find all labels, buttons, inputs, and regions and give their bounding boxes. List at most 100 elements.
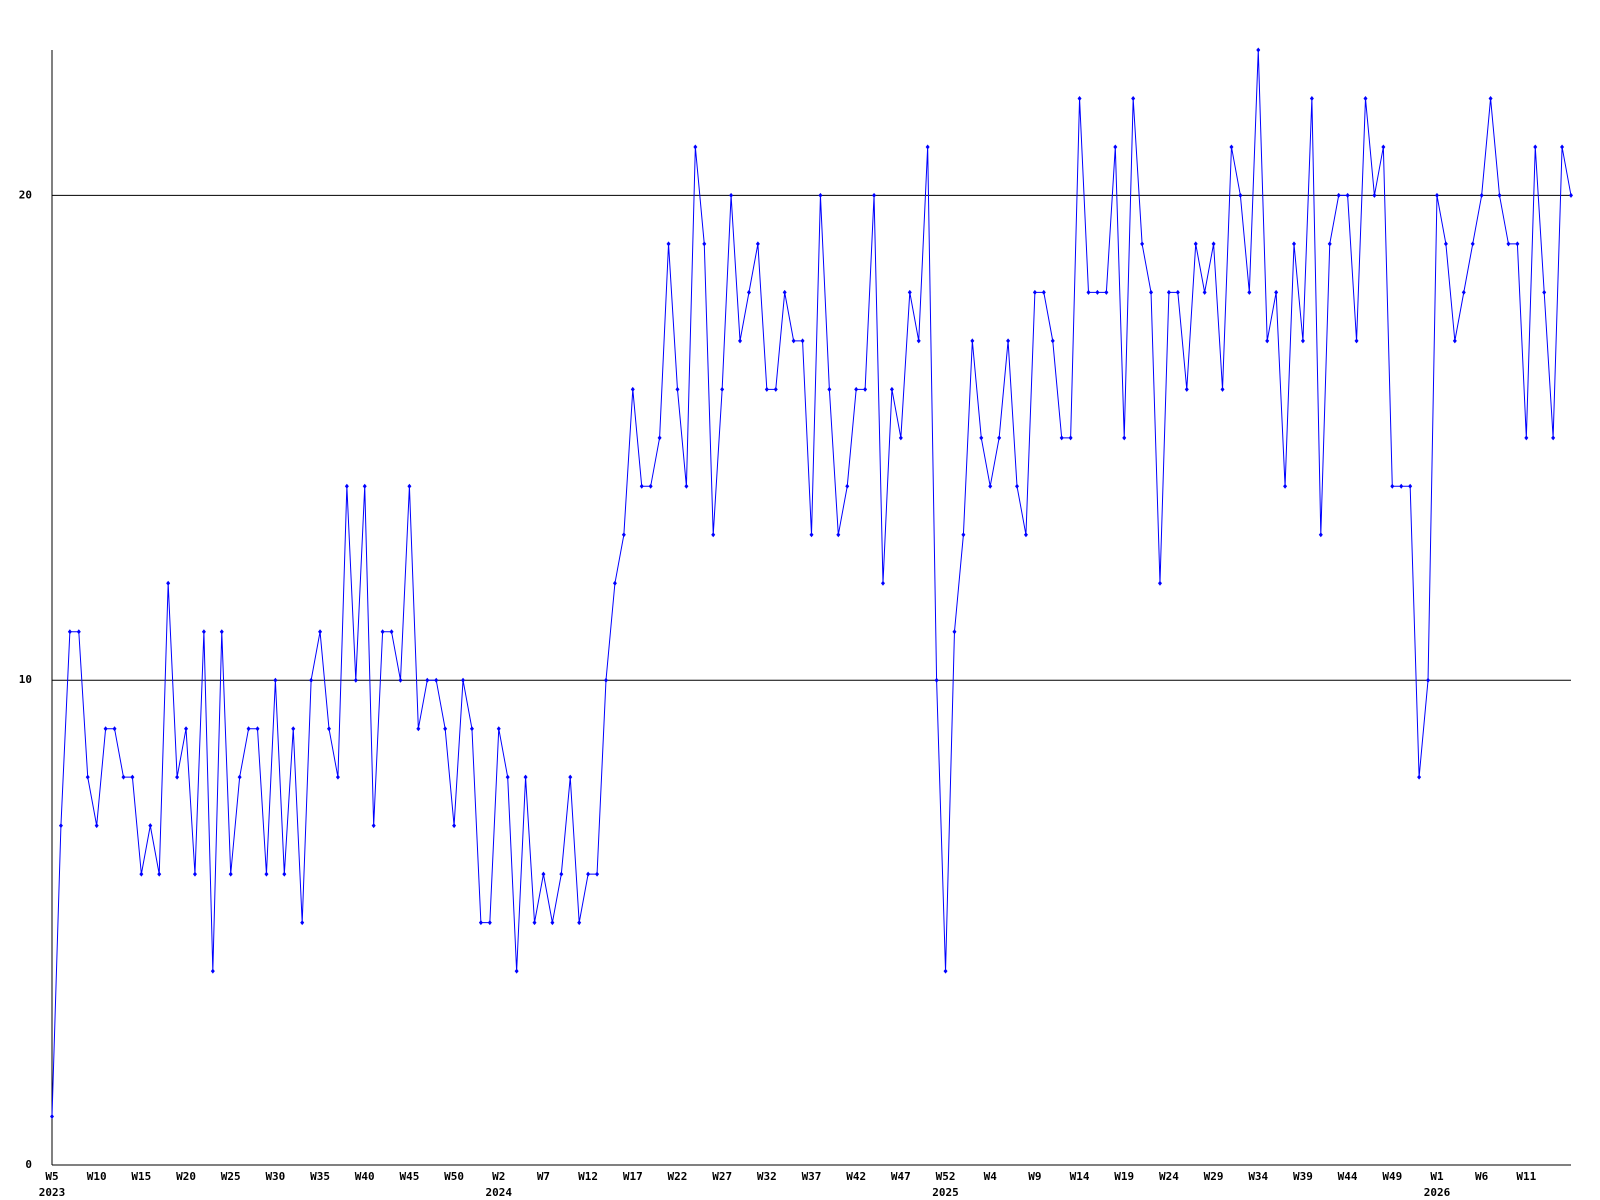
x-tick-label: W37 (802, 1170, 822, 1183)
x-tick-label: W10 (87, 1170, 107, 1183)
data-point (318, 629, 323, 635)
data-point (1059, 435, 1064, 441)
data-point (889, 386, 894, 392)
data-point (425, 677, 430, 683)
data-point (1417, 774, 1422, 780)
data-point (845, 483, 850, 489)
data-point (1292, 241, 1297, 247)
data-point (1149, 289, 1154, 295)
data-point (1274, 289, 1279, 295)
data-point (1238, 192, 1243, 198)
data-point (1327, 241, 1332, 247)
x-tick-label: W14 (1070, 1170, 1090, 1183)
data-point (1256, 47, 1261, 53)
data-point (443, 726, 448, 732)
data-point (407, 483, 412, 489)
data-point (282, 871, 287, 877)
series-line (51, 49, 1572, 1117)
data-point (184, 726, 189, 732)
x-year-label: 2024 (486, 1186, 513, 1199)
x-tick-label: W49 (1382, 1170, 1402, 1183)
data-point (1569, 192, 1573, 198)
x-tick-label: W12 (578, 1170, 598, 1183)
data-point (1461, 289, 1466, 295)
data-point (210, 968, 215, 974)
data-point (648, 483, 653, 489)
data-point (434, 677, 439, 683)
data-point (1345, 192, 1350, 198)
data-point (1542, 289, 1547, 295)
data-point (961, 532, 966, 538)
x-tick-label: W35 (310, 1170, 330, 1183)
x-tick-label: W2 (492, 1170, 505, 1183)
data-point (1193, 241, 1198, 247)
data-point (1533, 144, 1538, 150)
data-point (943, 968, 948, 974)
data-point (1300, 338, 1305, 344)
data-point (872, 192, 877, 198)
data-point (291, 726, 296, 732)
data-point (1015, 483, 1020, 489)
x-tick-label: W15 (131, 1170, 151, 1183)
data-point (416, 726, 421, 732)
data-point (1202, 289, 1207, 295)
data-point (541, 871, 546, 877)
data-point (1506, 241, 1511, 247)
data-point (505, 774, 510, 780)
data-point (487, 920, 492, 926)
x-year-label: 2023 (39, 1186, 66, 1199)
data-point (1104, 289, 1109, 295)
data-point (1283, 483, 1288, 489)
data-point (264, 871, 269, 877)
data-point (1068, 435, 1073, 441)
data-point (1113, 144, 1118, 150)
data-point (1515, 241, 1520, 247)
data-point (755, 241, 760, 247)
data-point (85, 774, 90, 780)
data-point (1086, 289, 1091, 295)
data-point (1497, 192, 1502, 198)
data-point (300, 920, 305, 926)
data-point (1372, 192, 1377, 198)
data-point (452, 823, 457, 829)
data-point (729, 192, 734, 198)
data-point (997, 435, 1002, 441)
data-point (1399, 483, 1404, 489)
data-point (595, 871, 600, 877)
data-point (58, 823, 63, 829)
data-point (1560, 144, 1565, 150)
data-point (1032, 289, 1037, 295)
data-point (666, 241, 671, 247)
data-point (1381, 144, 1386, 150)
data-point (568, 774, 573, 780)
x-tick-label: W45 (399, 1170, 419, 1183)
x-tick-label: W52 (936, 1170, 956, 1183)
data-point (166, 580, 171, 586)
x-tick-label: W25 (221, 1170, 241, 1183)
data-point (1077, 95, 1082, 101)
x-tick-label: W32 (757, 1170, 777, 1183)
data-point (800, 338, 805, 344)
data-point (380, 629, 385, 635)
data-point (970, 338, 975, 344)
data-point (94, 823, 99, 829)
data-point (836, 532, 841, 538)
data-point (246, 726, 251, 732)
data-point (1166, 289, 1171, 295)
x-tick-label: W7 (537, 1170, 550, 1183)
data-point (362, 483, 367, 489)
x-tick-label: W42 (846, 1170, 866, 1183)
data-point (693, 144, 698, 150)
x-tick-label: W47 (891, 1170, 911, 1183)
data-point (50, 1114, 54, 1120)
data-point (773, 386, 778, 392)
data-point (1265, 338, 1270, 344)
data-point (1122, 435, 1127, 441)
data-point (201, 629, 206, 635)
data-point (559, 871, 564, 877)
x-tick-label: W24 (1159, 1170, 1179, 1183)
data-point (818, 192, 823, 198)
data-point (764, 386, 769, 392)
data-point (988, 483, 993, 489)
